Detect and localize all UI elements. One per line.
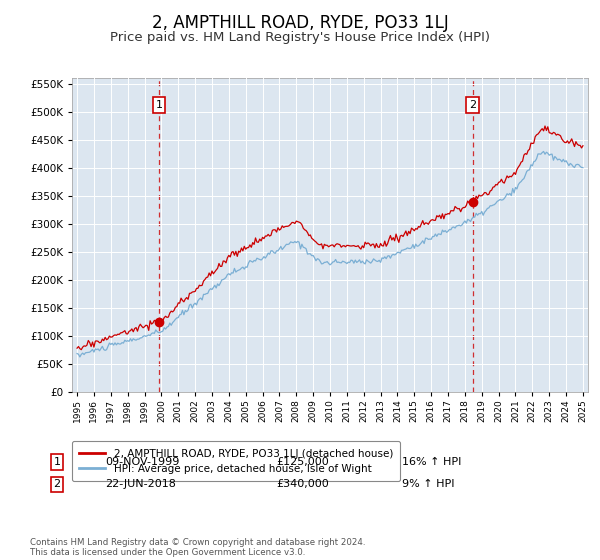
Text: 09-NOV-1999: 09-NOV-1999 [105, 457, 179, 467]
Text: 2, AMPTHILL ROAD, RYDE, PO33 1LJ: 2, AMPTHILL ROAD, RYDE, PO33 1LJ [152, 14, 448, 32]
Text: 16% ↑ HPI: 16% ↑ HPI [402, 457, 461, 467]
Text: Contains HM Land Registry data © Crown copyright and database right 2024.
This d: Contains HM Land Registry data © Crown c… [30, 538, 365, 557]
Text: 1: 1 [155, 100, 163, 110]
Text: 1: 1 [53, 457, 61, 467]
Text: 9% ↑ HPI: 9% ↑ HPI [402, 479, 455, 489]
Text: £340,000: £340,000 [276, 479, 329, 489]
Legend: 2, AMPTHILL ROAD, RYDE, PO33 1LJ (detached house), HPI: Average price, detached : 2, AMPTHILL ROAD, RYDE, PO33 1LJ (detach… [72, 441, 400, 482]
Text: 2: 2 [469, 100, 476, 110]
Text: £125,000: £125,000 [276, 457, 329, 467]
Text: 2: 2 [53, 479, 61, 489]
Text: Price paid vs. HM Land Registry's House Price Index (HPI): Price paid vs. HM Land Registry's House … [110, 31, 490, 44]
Text: 22-JUN-2018: 22-JUN-2018 [105, 479, 176, 489]
